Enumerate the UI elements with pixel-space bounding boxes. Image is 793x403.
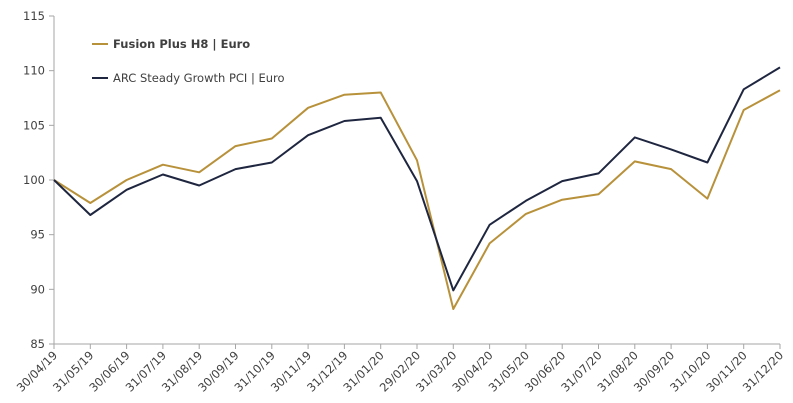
y-tick-label: 95: [30, 228, 45, 242]
legend-label: ARC Steady Growth PCI | Euro: [113, 71, 285, 85]
y-tick-label: 85: [30, 337, 45, 351]
series-line: [53, 89, 781, 310]
y-tick-label: 110: [23, 64, 45, 78]
legend-label: Fusion Plus H8 | Euro: [113, 37, 250, 51]
legend-box: [82, 28, 314, 90]
legend: Fusion Plus H8 | Euro ARC Steady Growth P…: [82, 28, 314, 90]
y-tick-label: 90: [30, 282, 45, 296]
y-tick-label: 100: [23, 173, 45, 187]
y-tick-label: 105: [23, 118, 45, 132]
series-line: [53, 66, 781, 292]
y-tick-label: 115: [23, 9, 45, 23]
